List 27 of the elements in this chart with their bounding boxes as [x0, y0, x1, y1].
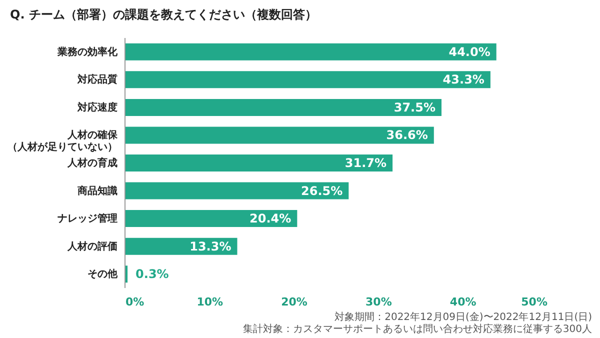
data-label: 44.0%	[448, 44, 490, 59]
data-label: 20.4%	[250, 212, 292, 226]
chart-title: Q. チーム（部署）の課題を教えてください（複数回答）	[10, 8, 317, 22]
x-tick-label: 30%	[366, 296, 392, 308]
y-tick-label: 業務の効率化	[56, 46, 118, 58]
y-tick-label: 対応速度	[76, 101, 118, 114]
data-label: 26.5%	[301, 184, 343, 198]
x-tick-label: 50%	[521, 296, 548, 308]
y-tick-label: 人材の確保（人材が足りていない）	[8, 129, 118, 154]
y-tick-label: その他	[88, 268, 118, 280]
data-label: 13.3%	[190, 239, 232, 254]
y-tick-label: 商品知識	[76, 184, 118, 197]
data-label: 31.7%	[344, 156, 387, 170]
data-label: 37.5%	[394, 100, 436, 114]
data-label: 0.3%	[136, 267, 169, 282]
x-tick-label: 10%	[196, 296, 224, 308]
x-tick-label: 0%	[126, 296, 144, 308]
y-tick-label: 人材の評価	[66, 240, 118, 252]
text: 集計対象：カスタマーサポートあるいは問い合わせ対応業務に従事する300人	[242, 324, 592, 336]
data-label: 36.6%	[386, 128, 428, 142]
y-tick-label: ナレッジ管理	[58, 212, 118, 225]
x-tick-label: 20%	[281, 296, 308, 308]
x-tick-label: 40%	[450, 296, 476, 308]
data-label: 43.3%	[442, 72, 484, 87]
y-tick-label: 人材の育成	[66, 157, 118, 169]
y-tick-label: 対応品質	[76, 74, 118, 86]
text: 対象期間：2022年12月09日(金)〜2022年12月11日(日)	[334, 312, 592, 324]
